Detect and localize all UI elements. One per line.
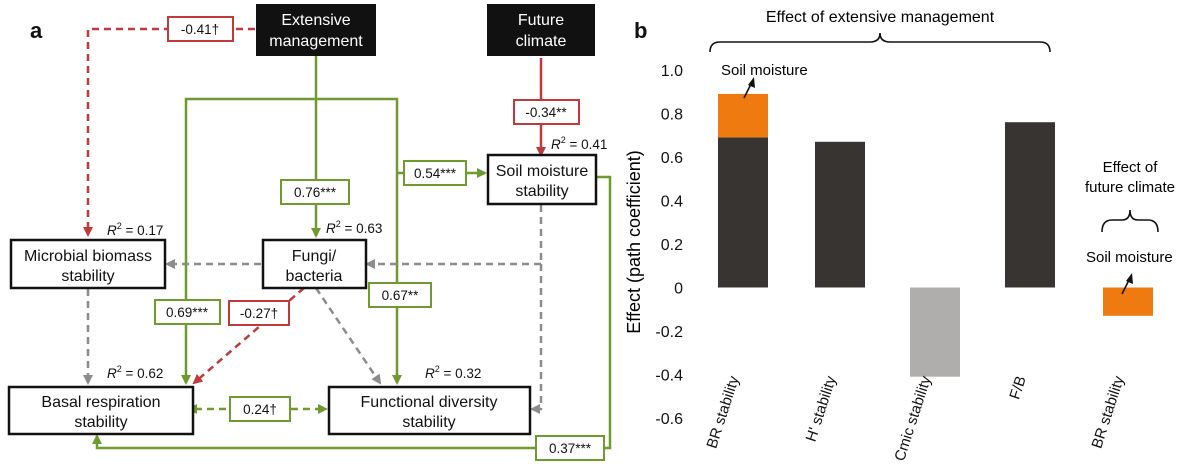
r2-fungi: R2 = 0.63 [326, 219, 382, 236]
r2-microbial: R2 = 0.17 [107, 221, 163, 238]
node-soil-line1: Soil moisture [496, 163, 589, 180]
panel-b: b Effect of extensive management Effect … [624, 9, 1175, 463]
header-future-line2: climate [516, 33, 567, 50]
brace-future [1101, 209, 1159, 233]
y-tick-label: 0 [674, 281, 683, 298]
coef-em-fungi-text: 0.76*** [294, 185, 337, 200]
coef-em-microbial-text: -0.41† [181, 22, 219, 37]
bar [718, 137, 768, 288]
node-soil-moisture-stability: Soil moisture stability [486, 153, 598, 206]
y-tick-label: 0.8 [661, 107, 683, 124]
group-label-future-line2: future climate [1085, 179, 1175, 196]
x-category-label: BR stability [1088, 374, 1128, 451]
node-fungi-line2: bacteria [286, 268, 343, 285]
node-basal-respiration-stability: Basal respiration stability [7, 385, 195, 436]
annotation-soil-moisture-1: Soil moisture [721, 62, 808, 79]
node-basal-line1: Basal respiration [41, 394, 160, 411]
header-future-line1: Future [518, 12, 564, 29]
bar [1103, 287, 1153, 316]
coef-em-functional-text: 0.67** [382, 288, 420, 303]
annotation-arrowhead-1 [748, 77, 755, 88]
coef-em-microbial: -0.41† [167, 16, 234, 42]
coef-em-soil: 0.54*** [403, 160, 467, 186]
x-category-label: Cmic stability [891, 374, 935, 464]
coef-em-fungi: 0.76*** [280, 179, 350, 205]
x-category-label: H' stability [803, 374, 840, 444]
node-functional-line2: stability [402, 414, 455, 431]
coef-basal-functional-text: 0.24† [243, 402, 277, 417]
y-axis-label: Effect (path coefficient) [624, 150, 644, 333]
header-extensive-line1: Extensive [281, 12, 350, 29]
node-functional-line1: Functional diversity [361, 394, 498, 411]
group-label-extensive: Effect of extensive management [766, 9, 995, 26]
node-microbial-line2: stability [61, 268, 114, 285]
chart-category-labels: BR stability H' stability Cmic stability F/… [703, 374, 1128, 464]
coef-em-basal: 0.69*** [154, 299, 221, 325]
coef-em-basal-text: 0.69*** [166, 305, 209, 320]
node-soil-line2: stability [515, 183, 568, 200]
panel-a: a [7, 4, 612, 461]
arrow-soil-basal [92, 175, 612, 450]
header-extensive-line2: management [269, 33, 363, 50]
group-label-future-line1: Effect of [1103, 159, 1159, 176]
chart-bars [718, 93, 1153, 377]
coef-em-functional: 0.67** [368, 282, 432, 308]
y-tick-label: -0.2 [655, 324, 683, 341]
y-tick-label: -0.4 [655, 368, 683, 385]
header-future-climate: Future climate [487, 4, 595, 56]
coef-fc-soil: -0.34** [513, 99, 580, 125]
annotation-soil-moisture-2: Soil moisture [1086, 249, 1173, 266]
node-basal-line2: stability [74, 414, 127, 431]
y-tick-label: 0.4 [661, 194, 683, 211]
r2-labels: R2 = 0.17 R2 = 0.63 R2 = 0.41 R2 = 0.62 … [107, 135, 607, 381]
y-tick-label: 1.0 [661, 63, 683, 80]
node-fungi-line1: Fungi/ [292, 248, 337, 265]
node-microbial-line1: Microbial biomass [24, 248, 152, 265]
r2-basal: R2 = 0.62 [107, 364, 163, 381]
node-microbial-biomass-stability: Microbial biomass stability [9, 238, 167, 290]
node-fungi-bacteria: Fungi/ bacteria [261, 238, 368, 290]
arrow-em-microbial [83, 27, 255, 237]
coef-basal-functional: 0.24† [229, 396, 291, 422]
y-tick-label: 0.2 [661, 237, 683, 254]
coef-soil-basal-text: 0.37*** [549, 441, 592, 456]
x-category-label: BR stability [703, 374, 743, 451]
chart-axis: 1.0 0.8 0.6 0.4 0.2 0 -0.2 -0.4 -0.6 [655, 63, 683, 428]
panel-a-label: a [30, 18, 43, 43]
coef-soil-basal: 0.37*** [535, 435, 605, 461]
r2-functional: R2 = 0.32 [425, 364, 481, 381]
panel-b-label: b [634, 18, 647, 43]
coef-fungi-basal: -0.27† [228, 300, 290, 326]
coef-em-soil-text: 0.54*** [414, 166, 457, 181]
header-extensive-management: Extensive management [256, 4, 376, 56]
arrow-soil-functional [530, 264, 543, 414]
node-functional-diversity-stability: Functional diversity stability [327, 385, 532, 436]
coef-fungi-basal-text: -0.27† [240, 306, 278, 321]
bar-segment-soil-moisture [718, 93, 768, 138]
y-tick-label: 0.6 [661, 150, 683, 167]
coef-fc-soil-text: -0.34** [525, 105, 567, 120]
annotation-arrowhead-2 [1126, 273, 1133, 284]
x-category-label: F/B [1006, 374, 1029, 401]
brace-extensive [709, 32, 1051, 53]
r2-soil: R2 = 0.41 [551, 135, 607, 152]
bar [910, 287, 960, 377]
path-arrows [83, 27, 612, 450]
bar [815, 141, 865, 288]
y-tick-label: -0.6 [655, 411, 683, 428]
arrow-em-basal [181, 97, 316, 385]
bar [1005, 122, 1055, 288]
